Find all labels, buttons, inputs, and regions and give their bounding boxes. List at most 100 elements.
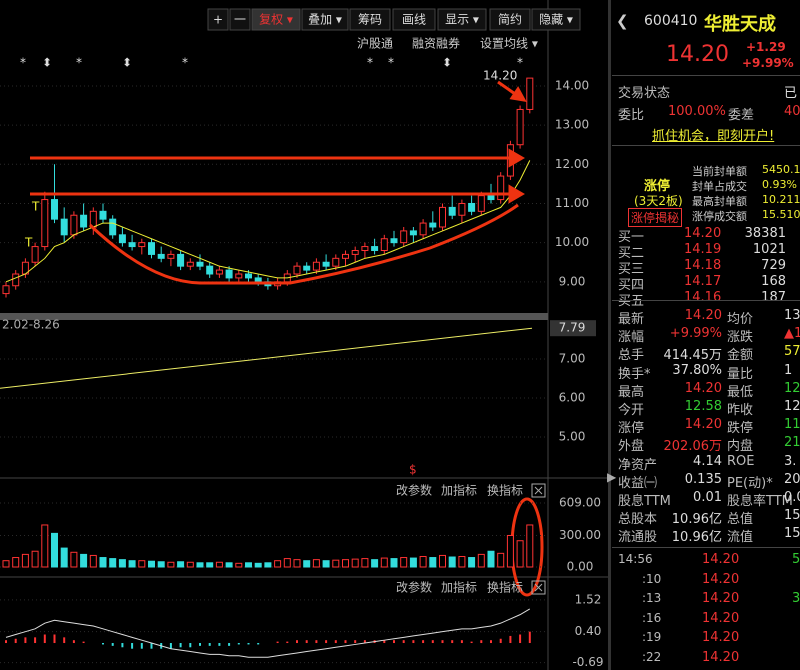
subbar-item[interactable]: 沪股通 (357, 37, 393, 51)
candle-body (429, 222, 437, 228)
wc: 40 (784, 104, 800, 119)
stat-label: 股息TTM (618, 494, 671, 509)
stat-value: 10.96亿 (671, 530, 722, 546)
toolbar-button-bg (251, 8, 301, 31)
book-price: 14.17 (684, 274, 722, 289)
candle-body (51, 199, 58, 220)
panel-tool[interactable]: 换指标 (487, 580, 523, 595)
wb: 100.00% (668, 104, 726, 119)
candle-body (322, 261, 330, 267)
toolbar-button-bg (437, 8, 487, 31)
collapse-arrow[interactable]: ▶ (607, 470, 617, 484)
candle-body (400, 230, 408, 244)
panel-tool[interactable]: 改参数 (396, 580, 432, 595)
book-price: 14.20 (684, 226, 722, 241)
candle-body (254, 277, 262, 283)
volume-bar (264, 562, 272, 568)
y-tick-label: 14.00 (555, 78, 589, 92)
svg-text:*: * (20, 56, 26, 70)
volume-bar (51, 532, 58, 568)
close-button[interactable] (531, 580, 546, 595)
close-button[interactable] (531, 483, 546, 498)
panel-tool[interactable]: 换指标 (487, 483, 523, 498)
candle-body (109, 218, 117, 236)
y-tick-label: 1.52 (575, 592, 602, 606)
toolbar-button[interactable]: 显示 ▾ (445, 13, 479, 27)
tick-time: :22 (642, 649, 662, 664)
long-ma-line (0, 327, 533, 389)
volume-bar (400, 557, 408, 568)
y-tick-label: 9.00 (559, 274, 586, 288)
y-tick-label: 300.00 (559, 528, 601, 542)
toolbar-button[interactable]: 一 (234, 13, 246, 27)
pct: +9.99% (742, 56, 794, 70)
candle-body (361, 246, 369, 251)
candle-body (380, 238, 388, 251)
panel-tool[interactable]: 加指标 (441, 580, 477, 595)
candle-body (468, 202, 476, 212)
seal-value: 15.510 (762, 208, 800, 221)
toolbar-button[interactable]: + (213, 13, 223, 27)
volume-bar (439, 554, 446, 568)
panel-tool[interactable]: 加指标 (441, 483, 477, 498)
subbar-item[interactable]: 设置均线 ▾ (480, 37, 538, 51)
stat-value: 10.96亿 (671, 512, 722, 528)
tick-time: 14:56 (618, 552, 653, 566)
code: 600410 (644, 13, 698, 29)
stat-value: 4.14 (693, 453, 722, 469)
volume-bar (99, 557, 107, 568)
stat-value: 0.0 (784, 490, 800, 505)
stat-value: 155. (784, 508, 800, 524)
current-box (550, 320, 596, 337)
stat-label: 总股本 (618, 512, 658, 528)
reveal[interactable]: 涨停揭秘 (628, 208, 683, 227)
stat-label: 收益㈠ (618, 475, 658, 491)
svg-text:⬍: ⬍ (442, 56, 452, 70)
volume-bar (80, 553, 88, 568)
volume-bar (12, 557, 20, 568)
tick-price: 14.20 (702, 571, 740, 587)
stat-label: 均价 (727, 312, 754, 327)
divider (612, 300, 800, 301)
boards: (3天2板) (634, 194, 683, 208)
stat-label: 昨收 (727, 403, 754, 418)
range-label: 2.02-8.26 (2, 318, 60, 332)
candle-body (148, 242, 155, 255)
book-label: 买二 (618, 246, 645, 261)
toolbar-button[interactable]: 画线 (402, 13, 426, 27)
tick-price: 14.20 (702, 591, 740, 606)
stat-value: ▲1 (784, 326, 800, 342)
candle-body (157, 253, 165, 259)
volume-bar (371, 559, 379, 568)
book-label: 买四 (618, 278, 645, 293)
volume-bar (128, 560, 136, 568)
svg-text:*: * (388, 56, 394, 70)
candle-body (312, 261, 320, 271)
stat-value: 12 (784, 399, 800, 414)
toolbar-button[interactable]: 复权 ▾ (259, 13, 293, 27)
candle-body (439, 206, 446, 228)
subbar-item[interactable]: 融资融券 (412, 36, 460, 51)
candle-body (351, 249, 359, 255)
volume-bar (225, 562, 233, 568)
volume-bar (254, 562, 262, 568)
candle-body (41, 199, 49, 248)
stat-label: 金额 (727, 348, 754, 364)
stat-label: PE(动)* (727, 475, 773, 491)
candle-body (2, 285, 10, 295)
book-price: 14.19 (684, 242, 722, 257)
toolbar-button[interactable]: 隐藏 ▾ (539, 13, 573, 27)
toolbar-button[interactable]: 简约 (498, 12, 522, 27)
book-vol: 1021 (752, 242, 786, 257)
volume-bar (89, 554, 97, 568)
toolbar-button[interactable]: 叠加 ▾ (308, 13, 342, 27)
stat-label: 内盘 (727, 439, 754, 455)
ad[interactable]: 抓住机会，即刻开户! (652, 129, 775, 144)
chart-area: * ⬍ * ⬍ * * * ⬍ * + 一复权 ▾ 叠加 ▾ 筹码 画线 显示 ▾ 简约 隐藏 ▾ 沪股通 融资融… (0, 0, 610, 670)
back[interactable]: ❮ (616, 12, 629, 30)
stat-value: 37.80% (672, 362, 722, 378)
candle-body (215, 269, 223, 275)
panel-tool[interactable]: 改参数 (396, 483, 432, 498)
toolbar-button[interactable]: 筹码 (358, 13, 382, 27)
toolbar-button-bg (392, 8, 436, 31)
